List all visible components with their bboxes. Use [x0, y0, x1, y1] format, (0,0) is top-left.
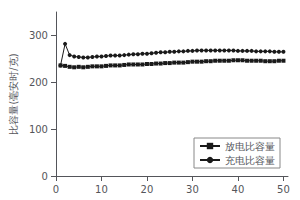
svg-text:0: 0 [42, 171, 48, 182]
svg-text:100: 100 [29, 124, 48, 135]
svg-text:200: 200 [29, 77, 48, 88]
svg-text:放电比容量: 放电比容量 [225, 141, 275, 152]
svg-text:40: 40 [232, 184, 245, 195]
svg-text:300: 300 [29, 30, 48, 41]
svg-text:比容量(毫安时/克): 比容量(毫安时/克) [8, 53, 19, 134]
svg-text:充电比容量: 充电比容量 [225, 155, 275, 166]
svg-text:0: 0 [53, 184, 59, 195]
svg-text:20: 20 [141, 184, 154, 195]
svg-text:50: 50 [277, 184, 290, 195]
svg-text:10: 10 [95, 184, 108, 195]
svg-text:30: 30 [186, 184, 199, 195]
